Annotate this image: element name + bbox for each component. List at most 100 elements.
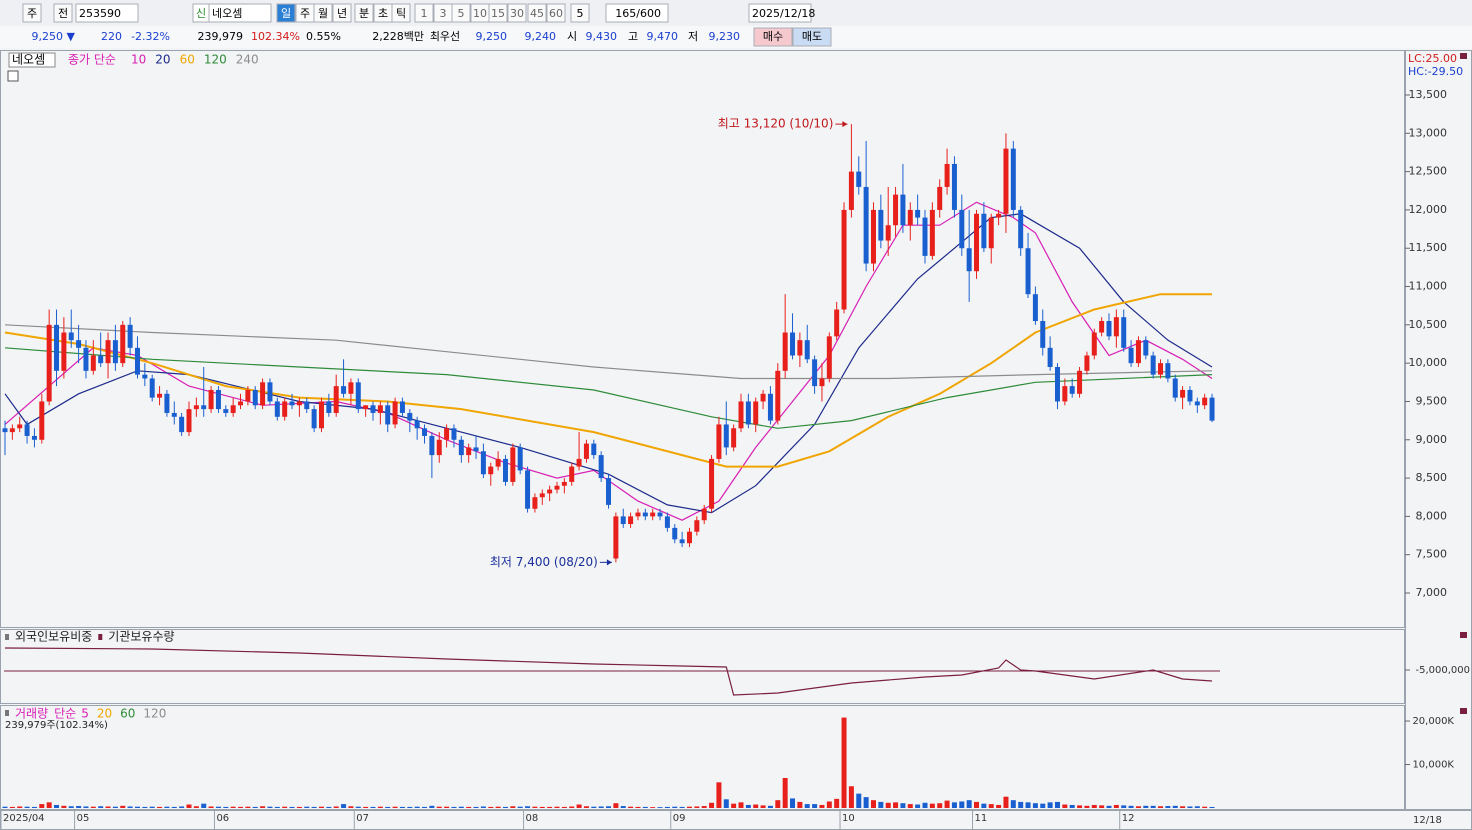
volume-bar <box>716 782 722 808</box>
toolbar-button[interactable] <box>313 3 333 23</box>
toolbar-field[interactable] <box>605 3 669 23</box>
volume-bar <box>61 805 67 808</box>
x-tick-label: 11 <box>975 813 988 824</box>
toolbar-button[interactable] <box>332 3 352 23</box>
volume-bar <box>996 804 1002 808</box>
toolbar-text[interactable]: 월 <box>318 7 328 20</box>
toolbar-text[interactable]: 1 <box>421 7 428 20</box>
pane-menu[interactable] <box>1460 53 1467 59</box>
toolbar-field[interactable] <box>75 3 139 23</box>
volume-bar <box>561 806 567 808</box>
volume-bar <box>664 806 670 808</box>
toolbar-field[interactable] <box>208 3 272 23</box>
toolbar-text[interactable]: 일 <box>281 6 291 20</box>
legend-entry: 60 <box>180 53 195 67</box>
volume-bar <box>1025 802 1031 808</box>
holding-line <box>4 647 1213 696</box>
candle-body <box>1040 321 1046 348</box>
candle-body <box>775 370 781 421</box>
volume-bar <box>480 806 486 808</box>
volume-bar <box>252 806 258 808</box>
candle-body <box>628 516 634 525</box>
quote-text[interactable]: 매수 <box>763 30 783 43</box>
candle-body <box>46 324 52 402</box>
volume-bar <box>296 806 302 808</box>
toolbar-text[interactable]: 전 <box>58 7 68 20</box>
volume-bar <box>223 806 229 808</box>
y-tick-label: 8,000 <box>1416 509 1448 522</box>
volume-bar <box>1069 804 1075 808</box>
toolbar-text[interactable]: 년 <box>337 7 347 20</box>
volume-bar <box>635 806 641 808</box>
volume-bar <box>164 806 170 808</box>
pane-menu[interactable] <box>1460 708 1467 714</box>
toolbar-text[interactable]: 주 <box>300 7 310 20</box>
volume-bar <box>1180 806 1186 808</box>
volume-bar <box>267 806 273 808</box>
order-button[interactable] <box>753 27 793 47</box>
candle-body <box>812 359 818 387</box>
toolbar-button[interactable] <box>546 3 566 23</box>
toolbar-button[interactable] <box>570 3 590 23</box>
candle-body <box>311 409 317 429</box>
toolbar-button[interactable] <box>451 3 471 23</box>
volume-bar <box>841 717 847 808</box>
volume-bar <box>24 806 30 808</box>
legend-entry: 60 <box>120 707 135 721</box>
volume-bar <box>120 805 126 808</box>
candle-body <box>1099 321 1105 333</box>
legend-icon[interactable] <box>7 70 19 82</box>
volume-bar <box>318 806 324 808</box>
candle-body <box>547 489 553 494</box>
toolbar-text[interactable]: 주 <box>27 7 37 20</box>
toolbar-text[interactable]: 45 <box>530 7 544 20</box>
volume-bar <box>458 806 464 808</box>
toolbar-text[interactable]: 5 <box>458 7 465 20</box>
toolbar-text[interactable]: 30 <box>510 7 524 20</box>
candle-body <box>142 374 148 379</box>
toolbar-button[interactable] <box>53 3 73 23</box>
candle-body <box>296 401 302 406</box>
quote-text[interactable]: 매도 <box>802 30 822 43</box>
toolbar-text[interactable]: 초 <box>378 7 388 20</box>
toolbar-text[interactable]: 틱 <box>396 7 406 20</box>
toolbar-button[interactable] <box>488 3 508 23</box>
toolbar-button[interactable] <box>414 3 434 23</box>
volume-bar <box>804 804 810 808</box>
volume-bar <box>414 806 420 808</box>
toolbar-button[interactable] <box>276 3 296 23</box>
toolbar-button[interactable] <box>527 3 547 23</box>
candle-body <box>355 382 361 410</box>
toolbar-text[interactable]: 60 <box>549 7 563 20</box>
volume-bar <box>1165 806 1171 808</box>
volume-bar <box>1143 805 1149 808</box>
toolbar-button[interactable] <box>507 3 527 23</box>
toolbar-button[interactable] <box>22 3 42 23</box>
quote-text: 9,230 <box>709 30 741 43</box>
toolbar-button[interactable] <box>354 3 374 23</box>
volume-bar <box>355 806 361 808</box>
toolbar-field[interactable] <box>748 3 812 23</box>
volume-bar <box>797 801 803 808</box>
candle-body <box>701 508 707 521</box>
toolbar-text[interactable]: 분 <box>359 7 369 20</box>
candle-body <box>878 209 884 241</box>
volume-bar <box>738 802 744 808</box>
quote-text: 0.55% <box>306 30 341 43</box>
candle-body <box>1158 363 1164 375</box>
candle-body <box>834 309 840 337</box>
volume-bar <box>1091 804 1097 808</box>
toolbar-text[interactable]: 3 <box>440 7 447 20</box>
candle-body <box>561 481 567 486</box>
pane-menu[interactable] <box>1460 632 1467 638</box>
volume-bar <box>46 802 52 808</box>
toolbar-text[interactable]: 10 <box>473 7 487 20</box>
candle-body <box>407 412 413 421</box>
toolbar-text[interactable]: 15 <box>491 7 505 20</box>
toolbar-button[interactable] <box>391 3 411 23</box>
toolbar-text[interactable]: 5 <box>577 7 584 20</box>
candle-body <box>1077 370 1083 394</box>
candle-body <box>1180 389 1186 398</box>
order-button[interactable] <box>792 27 832 47</box>
volume-bar <box>282 806 288 808</box>
